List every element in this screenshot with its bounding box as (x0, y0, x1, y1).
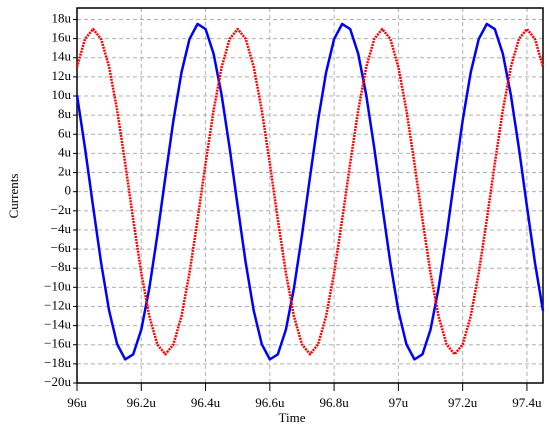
y-tick-label: −6u (51, 240, 72, 255)
y-tick-label: −12u (44, 297, 71, 312)
y-tick-label: 12u (52, 68, 72, 83)
y-tick-label: 6u (58, 125, 72, 140)
x-tick-label: 96.2u (127, 395, 157, 410)
x-tick-label: 96.6u (255, 395, 285, 410)
y-tick-label: 8u (58, 106, 72, 121)
y-tick-label: −2u (51, 202, 72, 217)
y-tick-label: 2u (58, 164, 72, 179)
x-tick-label: 97.2u (448, 395, 478, 410)
x-tick-label: 97.4u (512, 395, 542, 410)
y-axis-label: Currents (6, 174, 21, 219)
series-line (75, 22, 545, 361)
series-line (75, 27, 545, 356)
x-tick-label: 96u (67, 395, 87, 410)
y-tick-label: −14u (44, 317, 71, 332)
x-tick-label: 96.4u (191, 395, 221, 410)
plot-frame (76, 7, 544, 384)
y-tick-label: −8u (51, 259, 72, 274)
y-tick-label: 18u (52, 10, 72, 25)
y-tick-label: 0 (65, 183, 72, 198)
y-tick-label: −4u (51, 221, 72, 236)
y-tick-label: −18u (44, 355, 71, 370)
y-tick-label: 14u (52, 49, 72, 64)
y-tick-label: 10u (52, 87, 72, 102)
x-axis-label: Time (279, 410, 306, 425)
y-tick-label: −20u (44, 374, 71, 389)
y-tick-label: 4u (58, 144, 72, 159)
x-tick-label: 97u (389, 395, 409, 410)
y-tick-label: −16u (44, 336, 71, 351)
y-tick-label: 16u (52, 30, 72, 45)
x-tick-label: 96.8u (319, 395, 349, 410)
y-tick-label: −10u (44, 278, 71, 293)
